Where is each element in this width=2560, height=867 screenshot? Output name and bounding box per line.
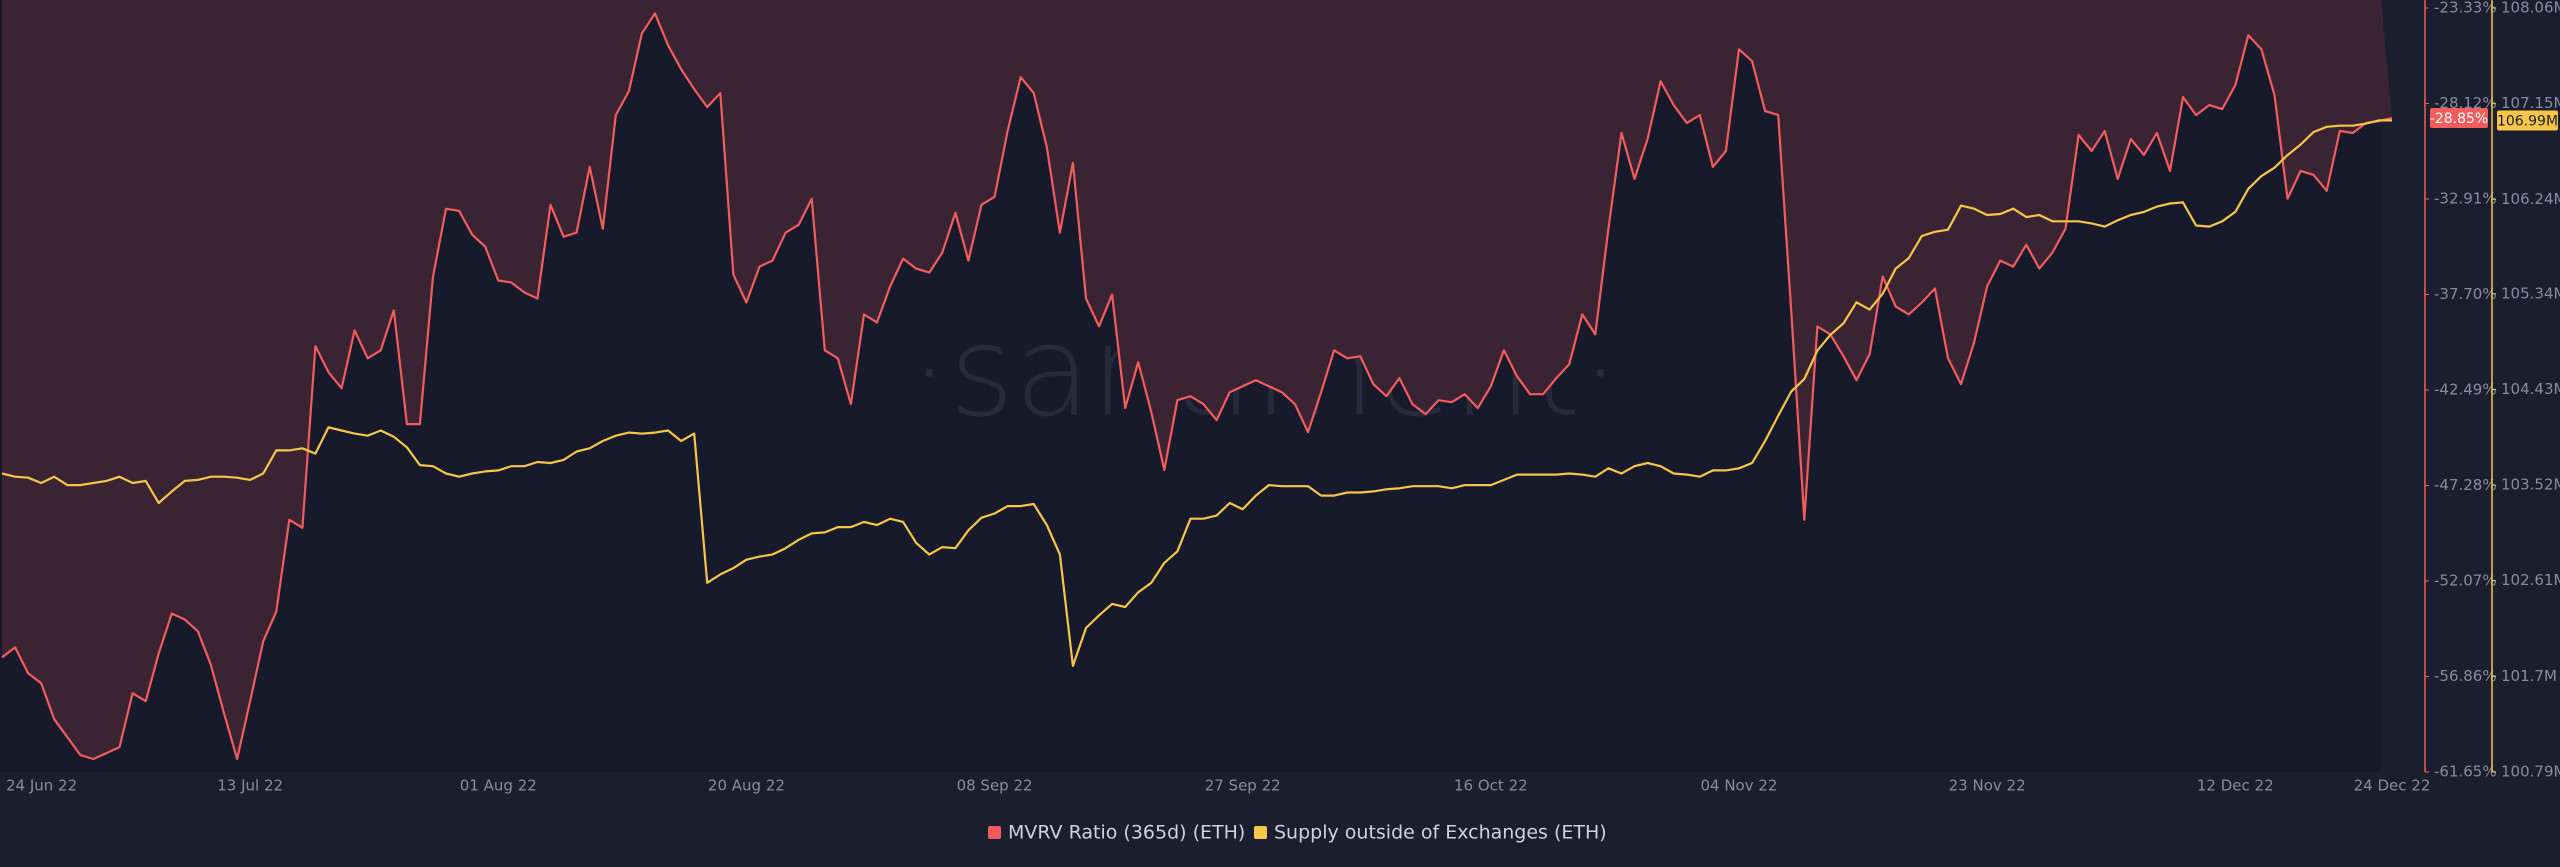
x-tick-label: 01 Aug 22 <box>460 777 537 795</box>
y-tick-label: -56.86% <box>2434 667 2497 685</box>
y-tick-label: -42.49% <box>2434 381 2497 399</box>
y-tick-label: -28.12% <box>2434 94 2497 112</box>
line <box>1 119 2392 667</box>
y-tick-label: -23.33% <box>2434 0 2497 17</box>
area <box>2 0 2392 759</box>
y-tick-label: 102.61M <box>2501 571 2560 589</box>
y-tick-label: 100.79M <box>2501 763 2560 781</box>
y-tick-label: -52.07% <box>2434 572 2497 590</box>
x-tick-label: 13 Jul 22 <box>217 777 283 795</box>
legend-label: Supply outside of Exchanges (ETH) <box>1274 822 1607 844</box>
x-tick-label: 20 Aug 22 <box>708 777 785 795</box>
last-value-label: 106.99M <box>2497 113 2558 129</box>
last-value-badge <box>2430 108 2488 129</box>
x-tick-label: 04 Nov 22 <box>1700 777 1777 795</box>
last-value-label: -28.85% <box>2430 111 2488 127</box>
y-tick-label: 104.43M <box>2501 380 2560 398</box>
last-value-badge <box>2497 110 2558 131</box>
y-tick-label: 106.24M <box>2501 190 2560 208</box>
x-tick-label: 24 Jun 22 <box>6 777 77 795</box>
y-tick-label: 108.06M <box>2501 0 2560 17</box>
y-tick-label: -32.91% <box>2434 190 2497 208</box>
legend-swatch <box>1254 826 1267 839</box>
y-tick-label: 107.15M <box>2501 94 2560 112</box>
y-tick-label: 101.7M <box>2501 667 2557 685</box>
line <box>1 12 2393 761</box>
y-tick-label: 103.52M <box>2501 476 2560 494</box>
y-tick-label: -47.28% <box>2434 476 2497 494</box>
x-tick-label: 16 Oct 22 <box>1454 777 1528 795</box>
legend-swatch <box>988 826 1001 839</box>
x-tick-label: 12 Dec 22 <box>2197 777 2274 795</box>
x-tick-label: 23 Nov 22 <box>1949 777 2026 795</box>
x-tick-label: 27 Sep 22 <box>1205 777 1281 795</box>
y-tick-label: -61.65% <box>2434 763 2497 781</box>
x-tick-label: 24 Dec 22 <box>2354 777 2431 795</box>
y-tick-label: 105.34M <box>2501 284 2560 302</box>
legend-label: MVRV Ratio (365d) (ETH) <box>1008 822 1245 844</box>
y-tick-label: -37.70% <box>2434 285 2497 303</box>
x-tick-label: 08 Sep 22 <box>957 777 1033 795</box>
